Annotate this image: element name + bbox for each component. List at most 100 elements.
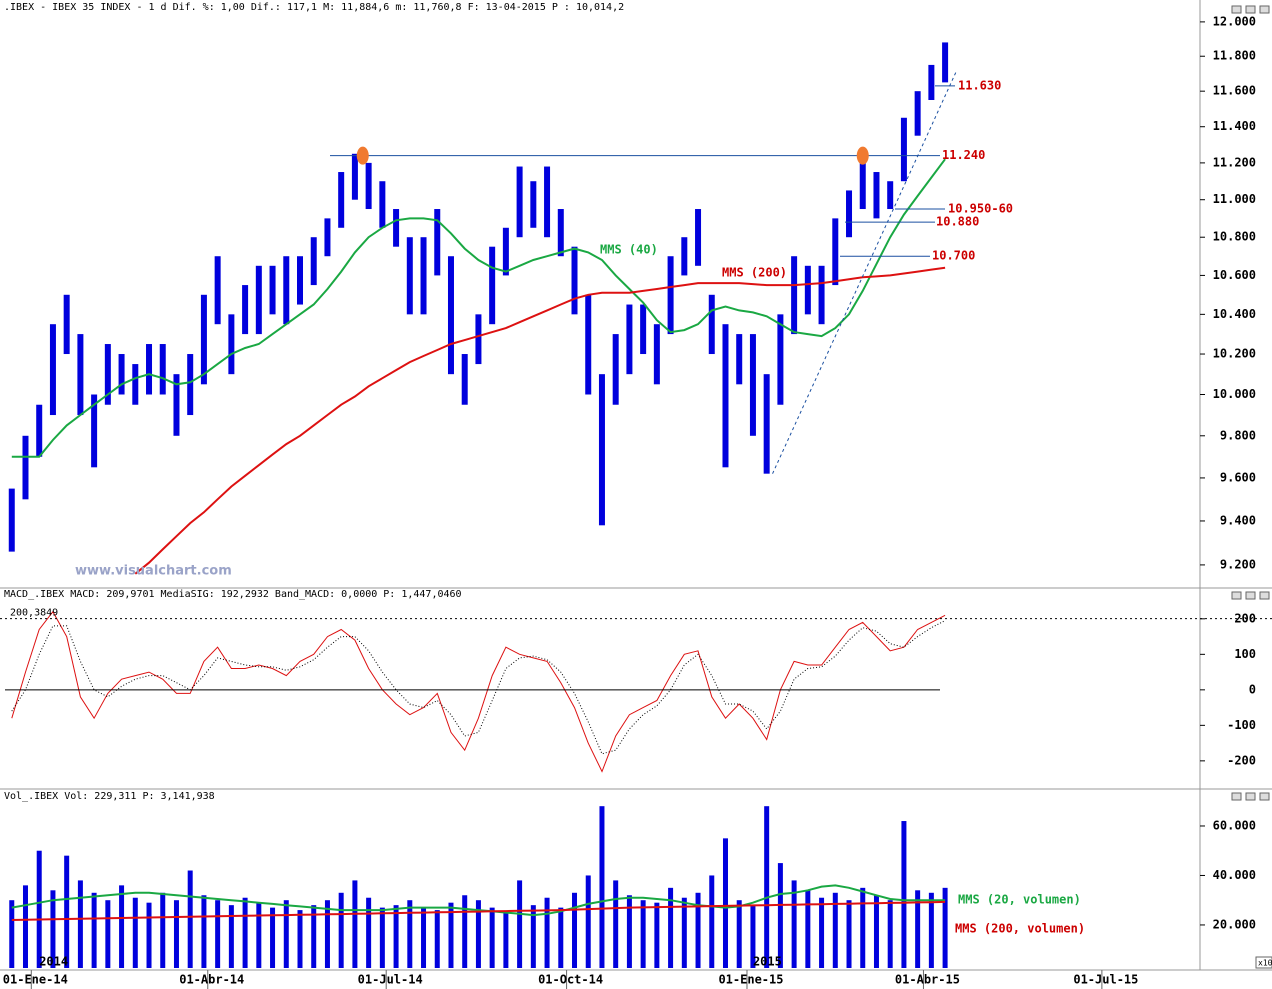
series-label: MMS (20, volumen) xyxy=(958,893,1081,907)
volume-bar xyxy=(887,900,893,968)
button xyxy=(1245,591,1256,600)
price-bar xyxy=(406,237,413,315)
price-bar xyxy=(489,246,496,325)
price-bar xyxy=(667,256,674,335)
volume-bar xyxy=(36,850,42,968)
volume-bar xyxy=(105,900,111,968)
volume-bar xyxy=(654,902,660,968)
series-label: MMS (200) xyxy=(722,266,787,280)
button xyxy=(1259,792,1270,801)
y-tick-label: 60.000 xyxy=(1213,818,1256,832)
price-bar xyxy=(63,294,70,355)
price-bar xyxy=(200,294,207,385)
volume-bar xyxy=(585,875,591,968)
price-bar xyxy=(749,334,756,436)
button xyxy=(1259,591,1270,600)
price-bar xyxy=(49,324,56,416)
price-bar xyxy=(338,172,345,228)
y-tick-label: 10.000 xyxy=(1213,387,1256,401)
panel-header-extra: P: 1,447,0460 xyxy=(383,589,461,600)
price-bar xyxy=(598,374,605,526)
price-bar xyxy=(557,209,564,257)
price-bar xyxy=(379,181,386,228)
y-tick-label: 20.000 xyxy=(1213,917,1256,931)
volume-bar xyxy=(50,890,56,968)
series-label: MMS (40) xyxy=(600,243,658,257)
button xyxy=(1259,5,1270,14)
price-bar xyxy=(914,91,921,136)
price-bar xyxy=(544,166,551,238)
volume-bar xyxy=(64,855,70,968)
volume-bar xyxy=(270,907,276,968)
volume-bar xyxy=(722,838,728,968)
volume-bar xyxy=(860,887,866,968)
volume-bar xyxy=(846,900,852,968)
y-tick-label: 40.000 xyxy=(1213,868,1256,882)
price-bar xyxy=(118,354,125,395)
volume-bar xyxy=(407,900,413,968)
price-bar xyxy=(804,265,811,315)
volume-bar xyxy=(530,905,536,968)
price-bar xyxy=(228,314,235,375)
price-bar xyxy=(887,181,894,210)
volume-bar xyxy=(681,897,687,968)
price-bar xyxy=(22,435,29,500)
x-tick-label: 01-Oct-14 xyxy=(538,973,603,987)
price-bar xyxy=(365,162,372,210)
y-tick-label: 10.600 xyxy=(1213,268,1256,282)
volume-bar xyxy=(873,895,879,968)
button xyxy=(1231,792,1242,801)
price-bar xyxy=(571,246,578,315)
trend-line xyxy=(772,69,958,474)
button xyxy=(1245,792,1256,801)
price-bar xyxy=(393,209,400,247)
y-tick-label: 9.400 xyxy=(1220,513,1256,527)
volume-bar xyxy=(256,902,262,968)
y-tick-label: 10.400 xyxy=(1213,307,1256,321)
panel-header-extra: P: 3,141,938 xyxy=(142,791,214,802)
volume-bar xyxy=(215,900,221,968)
volume-bar xyxy=(928,892,934,968)
volume-bar xyxy=(228,905,234,968)
price-bar xyxy=(626,304,633,375)
price-bar xyxy=(900,117,907,182)
volume-bar xyxy=(613,880,619,968)
volume-bar xyxy=(736,900,742,968)
volume-bar xyxy=(324,900,330,968)
price-bar xyxy=(132,364,139,405)
volume-bar xyxy=(22,885,28,968)
price-bar xyxy=(859,153,866,210)
y-tick-label: 11.000 xyxy=(1213,192,1256,206)
price-bar xyxy=(269,265,276,315)
peak-marker xyxy=(856,146,869,165)
window-buttons xyxy=(1231,5,1270,801)
price-bar xyxy=(434,209,441,276)
y-tick-label: 9.800 xyxy=(1220,428,1256,442)
price-bar xyxy=(461,354,468,405)
volume-bar xyxy=(462,895,468,968)
level-label: 11.630 xyxy=(958,78,1001,92)
price-bar xyxy=(612,334,619,405)
volume-bar xyxy=(160,892,166,968)
volume-bar xyxy=(695,892,701,968)
volume-bar xyxy=(421,907,427,968)
price-bar xyxy=(310,237,317,286)
volume-bar xyxy=(915,890,921,968)
y-tick-label: 12.000 xyxy=(1213,14,1256,28)
volume-bar xyxy=(558,907,564,968)
price-bar xyxy=(297,256,303,305)
price-bar xyxy=(832,218,839,286)
price-bar xyxy=(242,285,249,335)
volume-bar xyxy=(173,900,179,968)
level-label: 11.240 xyxy=(942,148,985,162)
price-bar xyxy=(846,190,853,238)
price-bar xyxy=(942,42,949,83)
y-tick-label: 9.200 xyxy=(1220,557,1256,571)
x-tick-label: 01-Abr-14 xyxy=(179,973,244,987)
volume-bar xyxy=(283,900,289,968)
price-bar xyxy=(475,314,482,365)
volume-bar xyxy=(146,902,152,968)
y-tick-label: 11.800 xyxy=(1213,49,1256,63)
